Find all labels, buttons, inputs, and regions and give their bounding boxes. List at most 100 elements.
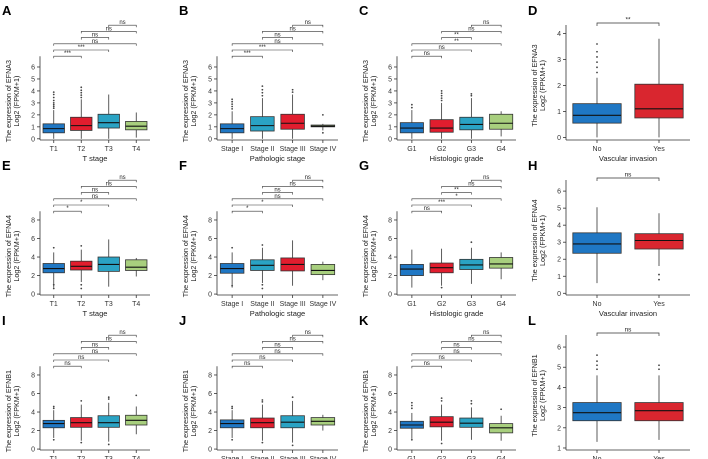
panel-J: J The expression of EFNB1 Log2 (FPKM+1) 0 2 4… — [179, 313, 338, 459]
x-tick-label: Stage I — [221, 146, 243, 153]
y-tick-label: 2 — [208, 273, 212, 280]
y-tick-label: 6 — [388, 391, 392, 398]
y-tick-label: 0 — [388, 447, 392, 454]
sig-label: ns — [483, 175, 489, 181]
outlier-point — [261, 442, 263, 444]
y-tick-label: 8 — [31, 372, 35, 379]
box-g1 — [400, 264, 423, 275]
box-g4 — [490, 114, 513, 129]
x-tick-label: G1 — [407, 301, 416, 308]
y-tick-label: 0 — [557, 135, 561, 142]
y-tick-label: 2 — [208, 112, 212, 119]
y-axis-subtitle: Log2 (FPKM+1) — [189, 231, 198, 282]
outlier-point — [261, 288, 263, 290]
box-yes — [635, 84, 683, 118]
outlier-point — [53, 439, 55, 441]
outlier-point — [53, 97, 55, 99]
sig-label: ns — [483, 20, 489, 26]
x-tick-label: Yes — [653, 301, 665, 308]
y-tick-label: 2 — [388, 273, 392, 280]
x-axis-title: T stage — [83, 309, 108, 318]
y-tick-label: 0 — [31, 136, 35, 143]
y-tick-label: 4 — [208, 255, 212, 262]
y-tick-label: 5 — [388, 76, 392, 83]
y-tick-label: 5 — [31, 76, 35, 83]
outlier-point — [261, 399, 263, 401]
sig-label: ns — [625, 172, 633, 179]
outlier-point — [231, 285, 233, 287]
panel-E: EThe expression of EFNA4 Log2 (FPKM+1)024… — [2, 158, 150, 318]
y-tick-label: 8 — [208, 217, 212, 224]
outlier-point — [411, 104, 413, 106]
box-yes — [635, 234, 683, 249]
sig-label: ** — [454, 188, 459, 194]
y-axis-subtitle: Log2 (FPKM+1) — [189, 386, 198, 437]
x-tick-label: T3 — [105, 301, 113, 308]
outlier-point — [441, 100, 443, 102]
sig-label: *** — [244, 51, 252, 57]
sig-label: ns — [468, 181, 474, 187]
sig-label: ns — [274, 188, 280, 194]
outlier-point — [470, 403, 472, 405]
y-tick-label: 6 — [31, 236, 35, 243]
outlier-point — [231, 407, 233, 409]
outlier-point — [80, 442, 82, 444]
sig-label: ns — [274, 33, 280, 39]
y-axis-subtitle: Log2 (FPKM+1) — [369, 76, 378, 127]
y-tick-label: 6 — [208, 236, 212, 243]
sig-label: ns — [453, 343, 459, 349]
x-axis-title: Histologic grade — [430, 309, 484, 318]
y-axis-subtitle: Log2 (FPKM+1) — [369, 231, 378, 282]
sig-label: *** — [78, 45, 86, 51]
outlier-point — [135, 394, 137, 396]
y-tick-label: 1 — [388, 124, 392, 131]
outlier-point — [231, 101, 233, 103]
y-axis-subtitle: Log2 (FPKM+1) — [12, 76, 21, 127]
outlier-point — [441, 443, 443, 445]
outlier-point — [80, 400, 82, 402]
sig-label: ns — [106, 181, 112, 187]
panel-label: E — [2, 158, 11, 173]
panel-label: J — [179, 313, 186, 328]
sig-label: *** — [438, 200, 446, 206]
y-tick-label: 6 — [557, 189, 561, 196]
panel-label: A — [2, 3, 12, 18]
sig-label: ns — [78, 355, 84, 361]
y-tick-label: 4 — [557, 223, 561, 230]
outlier-point — [108, 444, 110, 446]
y-axis-subtitle: Log2 (FPKM+1) — [538, 370, 547, 421]
y-tick-label: 2 — [557, 257, 561, 264]
y-axis-subtitle: Log2 (FPKM+1) — [189, 76, 198, 127]
y-tick-label: 3 — [208, 100, 212, 107]
outlier-point — [292, 396, 294, 398]
y-tick-label: 2 — [557, 83, 561, 90]
y-tick-label: 1 — [557, 274, 561, 281]
panel-H: H The expression of EFNA4 Log2 (FPKM+1) 0 1 2… — [528, 158, 690, 318]
outlier-point — [596, 360, 598, 362]
outlier-point — [261, 89, 263, 91]
y-tick-label: 4 — [557, 385, 561, 392]
x-axis-title: Pathologic stage — [250, 309, 305, 318]
outlier-point — [261, 284, 263, 286]
y-tick-label: 2 — [557, 425, 561, 432]
outlier-point — [411, 402, 413, 404]
outlier-point — [261, 95, 263, 97]
sig-label: ns — [92, 349, 98, 355]
sig-label: ns — [274, 39, 280, 45]
panel-L: LThe expression of EFNB1 Log2 (FPKM+1)123… — [528, 313, 690, 459]
x-tick-label: Stage I — [221, 301, 243, 308]
sig-label: ns — [453, 349, 459, 355]
y-tick-label: 5 — [557, 365, 561, 372]
y-tick-label: 0 — [388, 136, 392, 143]
x-axis-title: Vascular invasion — [599, 309, 657, 318]
y-tick-label: 8 — [208, 372, 212, 379]
x-tick-label: G2 — [437, 146, 446, 153]
sig-label: ns — [305, 175, 311, 181]
outlier-point — [596, 61, 598, 63]
x-tick-label: T2 — [77, 301, 85, 308]
y-axis-subtitle: Log2 (FPKM+1) — [12, 386, 21, 437]
sig-label: ns — [468, 26, 474, 32]
outlier-point — [80, 97, 82, 99]
box-t4 — [126, 260, 147, 271]
outlier-point — [261, 85, 263, 87]
